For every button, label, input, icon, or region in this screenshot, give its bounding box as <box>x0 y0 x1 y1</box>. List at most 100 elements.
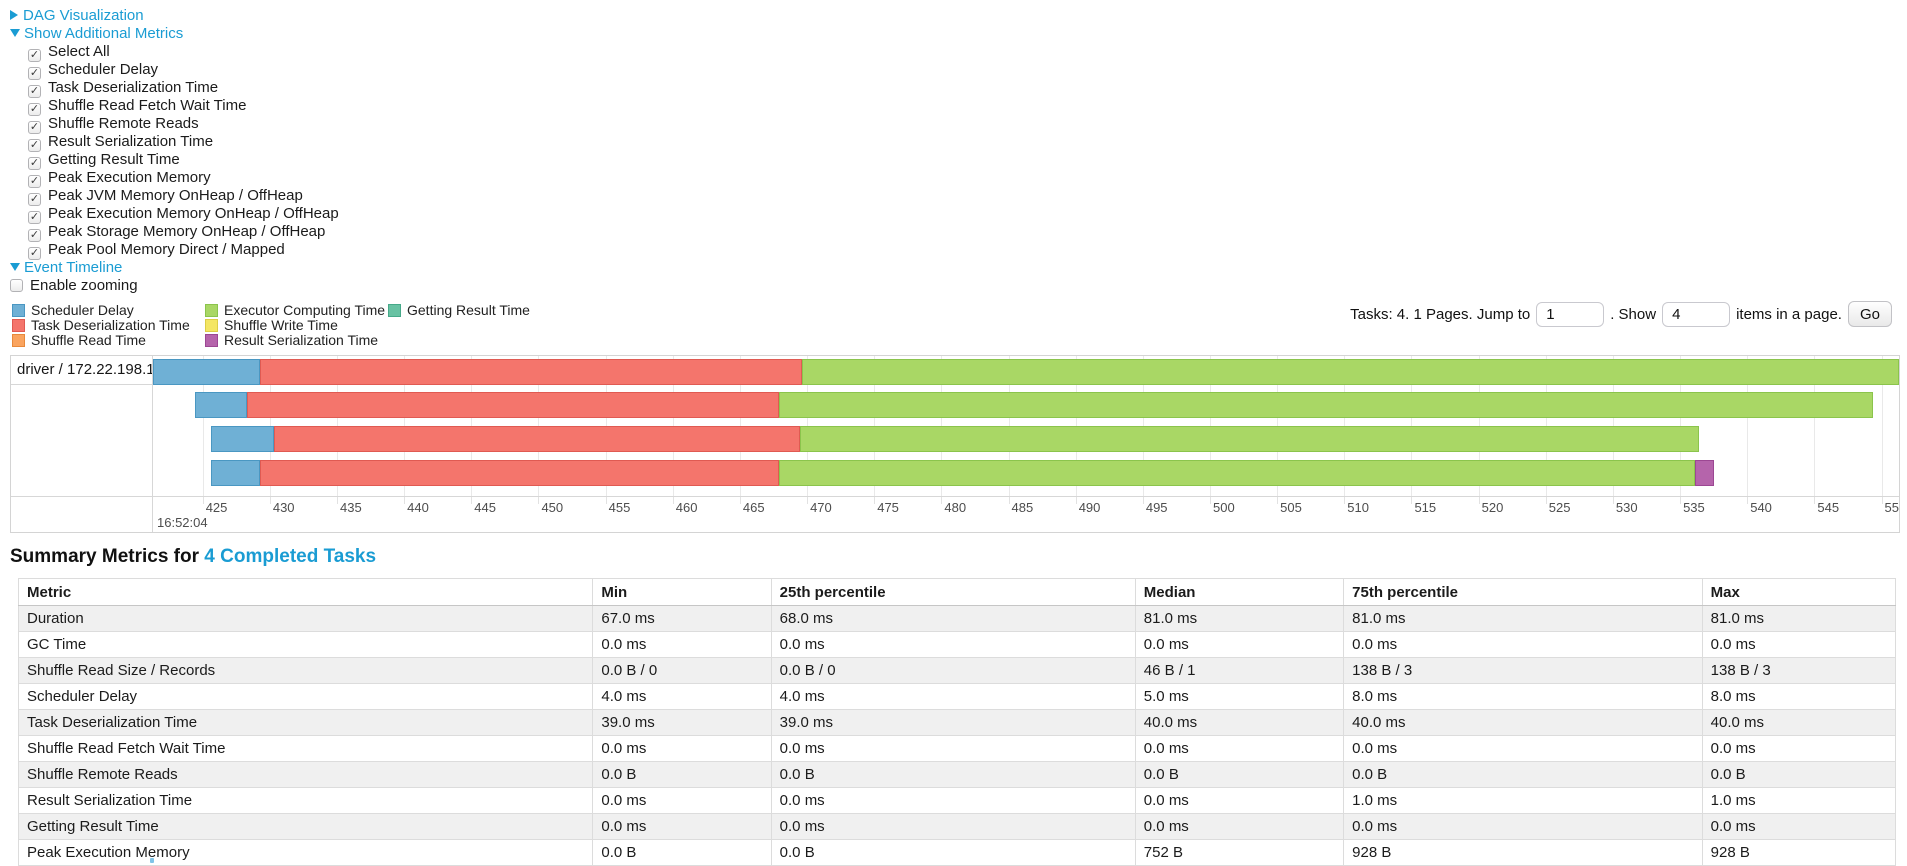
metric-value-cell: 0.0 ms <box>1134 787 1345 814</box>
metric-value-cell: 40.0 ms <box>1134 709 1345 736</box>
show-additional-metrics-toggle[interactable]: Show Additional Metrics <box>10 25 1907 43</box>
checkbox-label: Peak Storage Memory OnHeap / OffHeap <box>48 223 326 240</box>
dag-visualization-link[interactable]: DAG Visualization <box>23 7 144 24</box>
metric-name-cell: Shuffle Read Fetch Wait Time <box>17 735 594 762</box>
task-deserialization-bar-segment[interactable] <box>260 460 779 486</box>
metric-checkbox[interactable] <box>28 85 41 98</box>
metric-value-cell: 4.0 ms <box>592 683 772 710</box>
table-row: Shuffle Remote Reads 0.0 B 0.0 B 0.0 B 0.0 B… <box>17 761 1897 788</box>
axis-tick <box>337 497 338 504</box>
axis-tick <box>1210 497 1211 504</box>
metric-value-cell: 0.0 ms <box>770 735 1136 762</box>
metric-checkbox-item: Task Deserialization Time <box>28 79 1907 98</box>
executor-computing-swatch <box>205 304 218 317</box>
metric-value-cell: 81.0 ms <box>1134 605 1345 632</box>
metric-checkbox[interactable] <box>28 175 41 188</box>
metric-value-cell: 0.0 B / 0 <box>592 657 772 684</box>
metric-checkbox[interactable] <box>28 157 41 170</box>
metric-checkbox-item: Peak Execution Memory <box>28 169 1907 188</box>
task-deserialization-bar-segment[interactable] <box>273 426 801 452</box>
metric-value-cell: 0.0 B / 0 <box>770 657 1136 684</box>
table-header-cell: 75th percentile <box>1343 578 1703 606</box>
metric-value-cell: 68.0 ms <box>770 605 1136 632</box>
metric-value-cell: 0.0 ms <box>1134 631 1345 658</box>
axis-tick <box>1680 497 1682 504</box>
metric-name-cell: GC Time <box>17 631 594 658</box>
executor-computing-bar-segment[interactable] <box>778 460 1695 486</box>
metric-name-cell: Shuffle Read Size / Records <box>17 657 594 684</box>
metric-value-cell: 0.0 B <box>770 761 1136 788</box>
axis-tick-label: 515 <box>1414 500 1437 515</box>
metric-value-cell: 0.0 ms <box>1701 631 1897 658</box>
metric-name-cell: Task Deserialization Time <box>17 709 594 736</box>
pagination-tasks-text: Tasks: 4. 1 Pages. Jump to <box>1350 305 1531 323</box>
show-additional-metrics-link[interactable]: Show Additional Metrics <box>24 25 184 42</box>
scheduler-delay-bar-segment[interactable] <box>153 359 261 385</box>
metric-checkbox[interactable] <box>28 139 41 152</box>
axis-tick <box>874 497 876 504</box>
enable-zooming-checkbox[interactable] <box>10 279 23 292</box>
scheduler-delay-bar-segment[interactable] <box>210 426 274 452</box>
metric-checkbox[interactable] <box>28 247 41 260</box>
axis-gridline <box>1814 356 1816 496</box>
metric-value-cell: 40.0 ms <box>1701 709 1897 736</box>
task-deserialization-bar-segment[interactable] <box>260 359 802 385</box>
executor-computing-bar-segment[interactable] <box>778 392 1874 418</box>
metric-checkbox[interactable] <box>28 193 41 206</box>
legend-column: Executor Computing Time Shuffle Write Tim… <box>205 303 388 348</box>
metric-value-cell: 1.0 ms <box>1343 787 1703 814</box>
axis-tick <box>807 497 809 504</box>
table-row: Peak Execution Memory 0.0 B 0.0 B 752 B 928 … <box>17 839 1897 866</box>
metric-checkbox-item: Peak JVM Memory OnHeap / OffHeap <box>28 187 1907 206</box>
metric-value-cell: 0.0 B <box>770 839 1136 866</box>
summary-title-text: Summary Metrics for <box>10 546 200 567</box>
go-button[interactable]: Go <box>1847 301 1892 327</box>
metric-name-cell: Peak Execution Memory <box>17 839 594 866</box>
metric-checkbox[interactable] <box>28 229 41 242</box>
task-deserialization-bar-segment[interactable] <box>247 392 779 418</box>
result-serialization-bar-segment[interactable] <box>1694 460 1714 486</box>
legend-label: Getting Result Time <box>407 302 530 318</box>
metric-value-cell: 0.0 ms <box>1343 813 1703 840</box>
legend-label: Result Serialization Time <box>224 332 379 348</box>
event-timeline-link[interactable]: Event Timeline <box>24 259 123 276</box>
scheduler-delay-bar-segment[interactable] <box>194 392 247 418</box>
metric-value-cell: 8.0 ms <box>1701 683 1897 710</box>
axis-tick <box>1411 497 1413 504</box>
metric-value-cell: 8.0 ms <box>1343 683 1703 710</box>
metric-checkbox[interactable] <box>28 211 41 224</box>
legend-label: Scheduler Delay <box>31 302 134 318</box>
legend-label: Executor Computing Time <box>224 302 386 318</box>
pagination-show-text: . Show <box>1610 305 1657 323</box>
event-timeline-toggle[interactable]: Event Timeline <box>10 259 1907 277</box>
jump-to-page-input[interactable] <box>1536 301 1605 327</box>
executor-computing-bar-segment[interactable] <box>801 359 1899 385</box>
metric-checkbox[interactable] <box>28 103 41 116</box>
axis-tick-label: 440 <box>407 500 429 515</box>
table-row: Task Deserialization Time 39.0 ms 39.0 ms 4… <box>17 709 1897 736</box>
legend-label: Task Deserialization Time <box>31 317 190 333</box>
metric-checkbox[interactable] <box>28 49 41 62</box>
metric-value-cell: 67.0 ms <box>592 605 772 632</box>
axis-tick <box>1814 497 1816 504</box>
axis-gridline <box>1881 356 1883 496</box>
task-pagination: Tasks: 4. 1 Pages. Jump to . Show items … <box>1350 301 1892 327</box>
completed-tasks-link[interactable]: 4 Completed Tasks <box>204 546 377 567</box>
metric-checkbox[interactable] <box>28 67 41 80</box>
checkbox-label: Scheduler Delay <box>48 61 159 78</box>
metric-value-cell: 0.0 ms <box>1134 735 1345 762</box>
items-per-page-input[interactable] <box>1662 301 1731 327</box>
checkbox-label: Shuffle Remote Reads <box>48 115 199 132</box>
dag-visualization-toggle[interactable]: DAG Visualization <box>10 7 1907 25</box>
table-body: Duration 67.0 ms 68.0 ms 81.0 ms 81.0 ms 81.0… <box>17 605 1897 866</box>
metric-checkbox[interactable] <box>28 121 41 134</box>
executor-computing-bar-segment[interactable] <box>800 426 1699 452</box>
checkbox-label: Peak Pool Memory Direct / Mapped <box>48 241 285 258</box>
axis-tick-label: 495 <box>1145 500 1168 515</box>
metric-checkbox-item: Shuffle Read Fetch Wait Time <box>28 97 1907 116</box>
axis-tick-label: 485 <box>1011 500 1034 515</box>
metric-value-cell: 1.0 ms <box>1701 787 1897 814</box>
metric-value-cell: 40.0 ms <box>1343 709 1703 736</box>
scheduler-delay-bar-segment[interactable] <box>210 460 261 486</box>
enable-zooming-row: Enable zooming <box>10 277 1907 295</box>
